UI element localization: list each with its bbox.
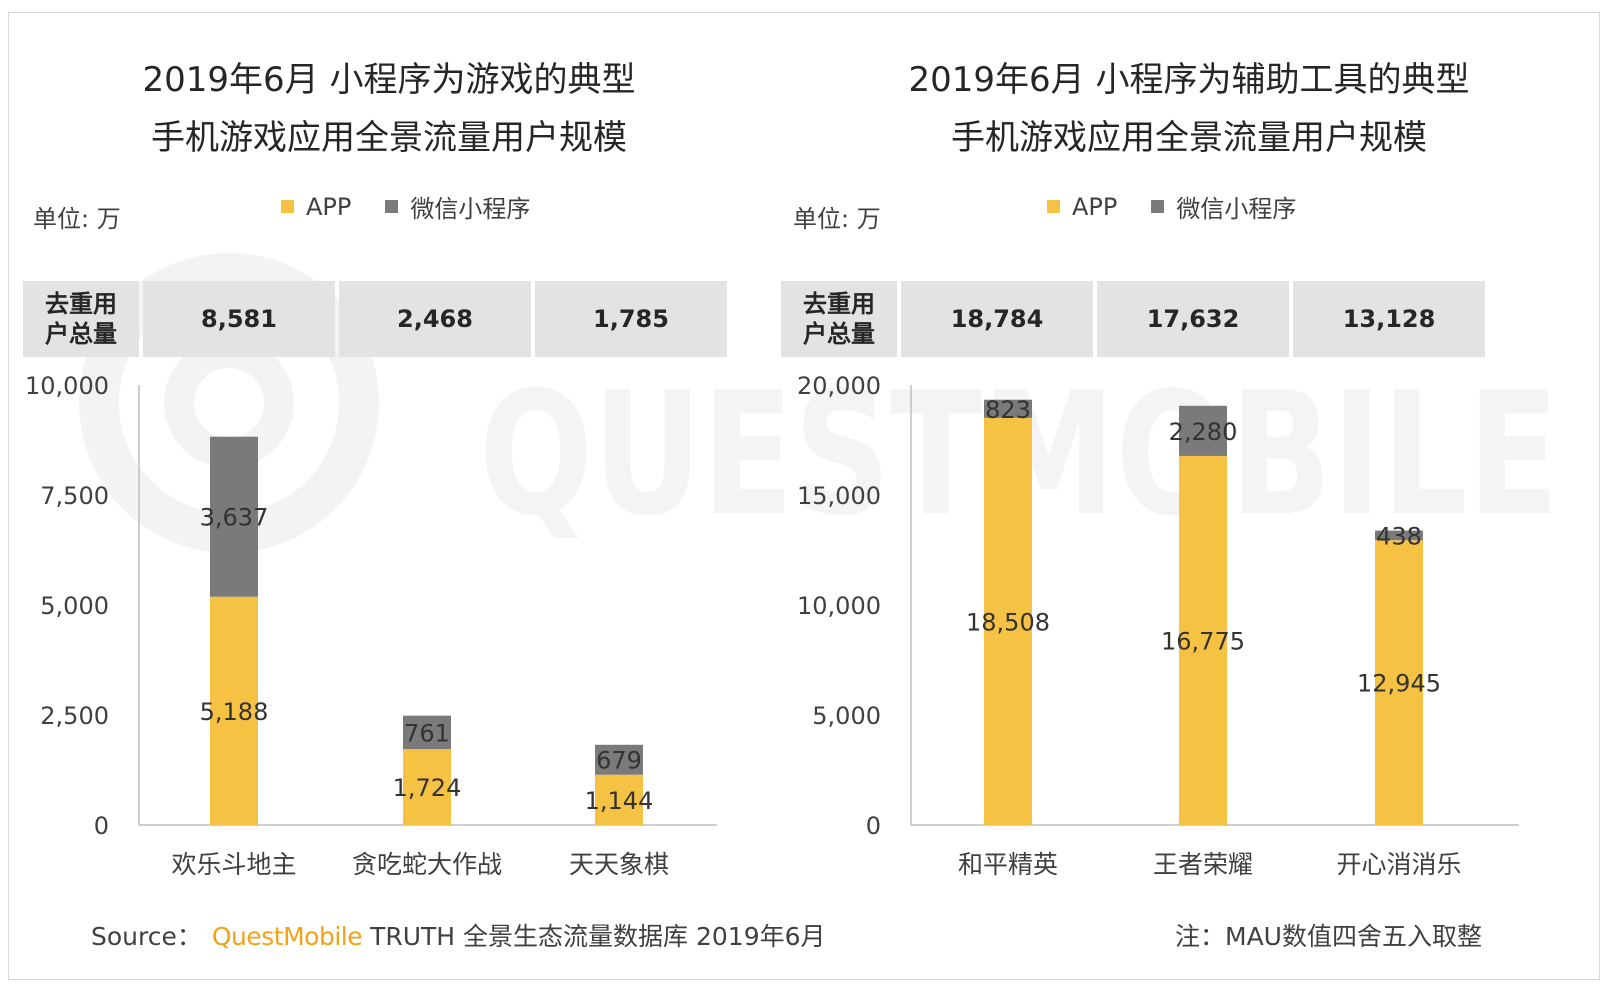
x-tick-label: 开心消消乐 bbox=[1336, 850, 1461, 879]
y-tick-label: 0 bbox=[866, 812, 881, 840]
legend-swatch-app bbox=[1047, 200, 1060, 213]
total-value: 17,632 bbox=[1097, 281, 1289, 357]
totals-header-line2: 户总量 bbox=[45, 320, 117, 348]
data-label-app: 16,775 bbox=[1161, 627, 1245, 655]
data-label-mini: 3,637 bbox=[200, 504, 269, 532]
y-tick-label: 10,000 bbox=[797, 592, 881, 620]
data-label-app: 5,188 bbox=[200, 698, 269, 726]
chart-title: 2019年6月 小程序为游戏的典型 手机游戏应用全景流量用户规模 bbox=[19, 51, 759, 167]
legend-label-app: APP bbox=[1072, 192, 1118, 221]
legend-item-mini: 微信小程序 bbox=[1151, 189, 1296, 224]
total-value: 8,581 bbox=[143, 281, 335, 357]
data-label-mini: 438 bbox=[1376, 522, 1422, 550]
bar-segment-mini bbox=[1179, 405, 1227, 456]
report-frame: QUESTMOBILE 2019年6月 小程序为游戏的典型 手机游戏应用全景流量… bbox=[8, 12, 1600, 980]
y-tick-label: 2,500 bbox=[40, 702, 109, 730]
y-tick-label: 7,500 bbox=[40, 482, 109, 510]
bar-segment-mini bbox=[984, 399, 1032, 418]
data-label-mini: 679 bbox=[596, 747, 642, 775]
unit-label: 单位: 万 bbox=[33, 205, 121, 233]
chart-panel-tools: 2019年6月 小程序为辅助工具的典型 手机游戏应用全景流量用户规模 单位: 万… bbox=[781, 13, 1569, 933]
chart-panel-games: 2019年6月 小程序为游戏的典型 手机游戏应用全景流量用户规模 单位: 万 A… bbox=[19, 13, 759, 933]
legend-swatch-mini bbox=[385, 200, 399, 213]
source-footer: Source： QuestMobile TRUTH 全景生态流量数据库 2019年… bbox=[91, 917, 826, 953]
source-label: Source： bbox=[91, 922, 202, 951]
rounding-note: 注：MAU数值四舍五入取整 bbox=[1175, 922, 1482, 951]
data-label-app: 18,508 bbox=[966, 608, 1050, 636]
chart-title-line2: 手机游戏应用全景流量用户规模 bbox=[151, 118, 627, 158]
totals-header: 去重用 户总量 bbox=[781, 281, 897, 357]
unit-label: 单位: 万 bbox=[793, 205, 881, 233]
legend: APP 微信小程序 bbox=[281, 189, 530, 224]
y-tick-label: 20,000 bbox=[797, 372, 881, 400]
chart-title-line1: 2019年6月 小程序为游戏的典型 bbox=[142, 60, 636, 100]
x-tick-label: 欢乐斗地主 bbox=[171, 850, 296, 879]
source-text: TRUTH 全景生态流量数据库 2019年6月 bbox=[370, 922, 826, 951]
x-tick-label: 王者荣耀 bbox=[1153, 850, 1253, 879]
legend-label-app: APP bbox=[306, 192, 352, 221]
stacked-bar-chart-games: 0 2,500 5,000 7,500 10,000 5,188 3,637 欢乐斗地主 1,7… bbox=[25, 372, 717, 879]
legend-item-mini: 微信小程序 bbox=[385, 189, 530, 224]
legend-item-app: APP bbox=[1047, 193, 1117, 221]
data-label-app: 1,144 bbox=[585, 787, 654, 815]
bar-segment-app bbox=[595, 774, 643, 825]
bar-segment-mini bbox=[1375, 530, 1423, 541]
x-tick-label: 和平精英 bbox=[958, 850, 1058, 879]
bar-segment-app bbox=[210, 596, 258, 825]
chart-title-line2: 手机游戏应用全景流量用户规模 bbox=[951, 118, 1427, 158]
bar-segment-mini bbox=[403, 715, 451, 750]
chart-title: 2019年6月 小程序为辅助工具的典型 手机游戏应用全景流量用户规模 bbox=[809, 51, 1569, 167]
bar-segment-app bbox=[403, 749, 451, 825]
questmobile-brand: QuestMobile bbox=[211, 922, 363, 951]
legend-swatch-mini bbox=[1151, 200, 1165, 213]
x-tick-label: 贪吃蛇大作战 bbox=[352, 850, 502, 879]
bar-segment-mini bbox=[595, 744, 643, 775]
y-tick-label: 0 bbox=[94, 812, 109, 840]
totals-header-line1: 去重用 bbox=[45, 290, 117, 318]
total-value: 2,468 bbox=[339, 281, 531, 357]
totals-header-line1: 去重用 bbox=[803, 290, 875, 318]
total-value: 1,785 bbox=[535, 281, 727, 357]
x-tick-label: 天天象棋 bbox=[569, 850, 669, 879]
y-tick-label: 15,000 bbox=[797, 482, 881, 510]
bar-segment-app bbox=[1375, 540, 1423, 825]
totals-header-line2: 户总量 bbox=[803, 320, 875, 348]
data-label-mini: 2,280 bbox=[1169, 418, 1238, 446]
data-label-app: 12,945 bbox=[1357, 670, 1441, 698]
data-label-mini: 823 bbox=[985, 396, 1031, 424]
data-label-mini: 761 bbox=[404, 719, 450, 747]
totals-row: 去重用 户总量 8,581 2,468 1,785 bbox=[23, 281, 727, 357]
legend: APP 微信小程序 bbox=[1047, 189, 1296, 224]
y-tick-label: 5,000 bbox=[812, 702, 881, 730]
totals-header: 去重用 户总量 bbox=[23, 281, 139, 357]
bar-segment-app bbox=[984, 417, 1032, 825]
chart-title-line1: 2019年6月 小程序为辅助工具的典型 bbox=[908, 60, 1470, 100]
legend-label-mini: 微信小程序 bbox=[1176, 195, 1297, 223]
stacked-bar-chart-tools: 0 5,000 10,000 15,000 20,000 18,508 823 和平精英 16,… bbox=[797, 372, 1519, 879]
y-tick-label: 5,000 bbox=[40, 592, 109, 620]
legend-swatch-app bbox=[281, 200, 294, 213]
total-value: 13,128 bbox=[1293, 281, 1485, 357]
data-label-app: 1,724 bbox=[393, 774, 462, 802]
legend-label-mini: 微信小程序 bbox=[410, 195, 531, 223]
bar-segment-mini bbox=[210, 436, 258, 597]
bar-segment-app bbox=[1179, 455, 1227, 825]
legend-item-app: APP bbox=[281, 193, 351, 221]
total-value: 18,784 bbox=[901, 281, 1093, 357]
totals-row: 去重用 户总量 18,784 17,632 13,128 bbox=[781, 281, 1485, 357]
y-tick-label: 10,000 bbox=[25, 372, 109, 400]
